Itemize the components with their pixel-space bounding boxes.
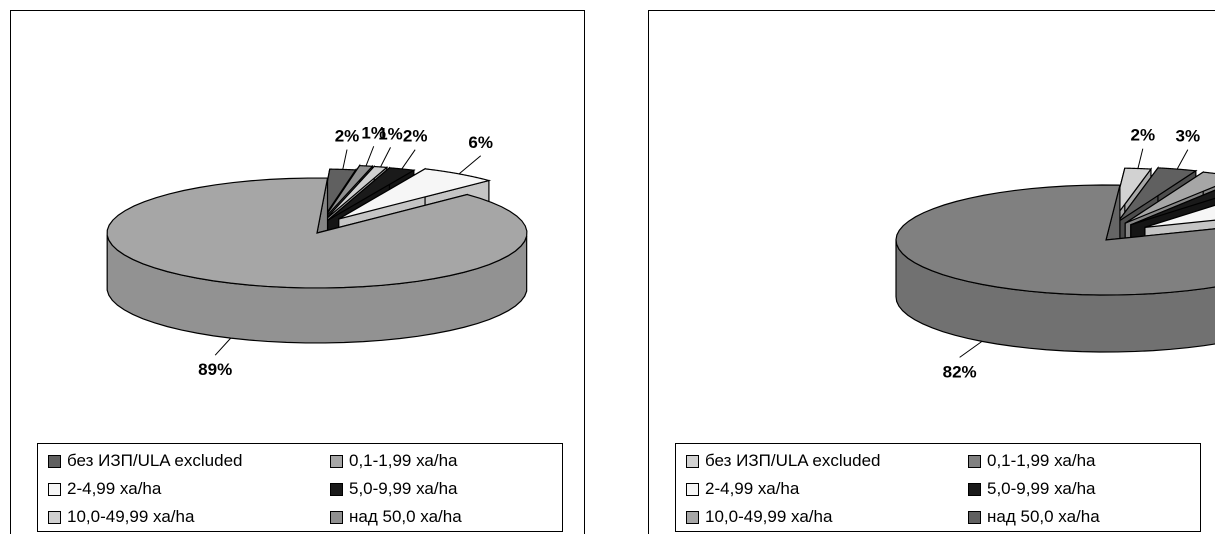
- left-pie-chart: 2%89%6%2%1%1%: [106, 123, 528, 379]
- legend-item: без ИЗП/ULA excluded: [686, 448, 968, 474]
- data-label: 2%: [1131, 126, 1156, 145]
- pie-slice-1: [106, 177, 528, 344]
- legend-label: без ИЗП/ULA excluded: [705, 451, 881, 470]
- legend-swatch: [330, 454, 343, 468]
- legend-item: 0,1-1,99 ха/ha: [968, 448, 1198, 474]
- legend-swatch: [48, 482, 61, 496]
- legend-item: 2-4,99 ха/ha: [48, 476, 330, 502]
- legend-swatch: [330, 510, 343, 524]
- legend-swatch: [48, 454, 61, 468]
- legend-label: 10,0-49,99 ха/ha: [67, 507, 195, 526]
- legend-label: над 50,0 ха/ha: [349, 507, 462, 526]
- legend-item: 5,0-9,99 ха/ha: [968, 476, 1198, 502]
- label-leader-line: [380, 147, 391, 168]
- legend-swatch: [968, 454, 981, 468]
- legend-item: над 50,0 ха/ha: [330, 504, 560, 530]
- pie-slice-top: [1117, 167, 1198, 223]
- label-leader-line: [401, 149, 416, 170]
- label-leader-line: [1137, 148, 1144, 169]
- data-label: 89%: [198, 360, 232, 379]
- legend-swatch: [686, 454, 699, 468]
- label-leader-line: [365, 146, 375, 167]
- legend-label: без ИЗП/ULA excluded: [67, 451, 243, 470]
- data-label: 2%: [335, 127, 360, 146]
- pie-slice-top: [1144, 204, 1215, 228]
- legend-item: 2-4,99 ха/ha: [686, 476, 968, 502]
- pie-slice-top: [338, 168, 492, 220]
- right-chart-panel: 2%82%8%2%3%3% без ИЗП/ULA excluded0,1-1,…: [648, 10, 1215, 534]
- data-label: 6%: [468, 133, 493, 152]
- legend-label: 0,1-1,99 ха/ha: [349, 451, 458, 470]
- right-pie-chart: 2%82%8%2%3%3%: [895, 126, 1215, 381]
- legend-item: 10,0-49,99 ха/ha: [48, 504, 330, 530]
- legend-swatch: [686, 510, 699, 524]
- pie-slice-top: [106, 177, 528, 289]
- label-leader-line: [458, 155, 482, 175]
- data-label: 1%: [361, 123, 386, 142]
- right-chart-legend: без ИЗП/ULA excluded 0,1-1,99 ха/ha 2-4,99…: [675, 443, 1201, 532]
- data-label: 3%: [1176, 127, 1201, 146]
- label-leader-line: [214, 337, 232, 356]
- legend-label: над 50,0 ха/ha: [987, 507, 1100, 526]
- legend-item: 10,0-49,99 ха/ha: [686, 504, 968, 530]
- legend-swatch: [330, 482, 343, 496]
- data-label: 2%: [403, 127, 428, 146]
- legend-label: 0,1-1,99 ха/ha: [987, 451, 1096, 470]
- legend-label: 10,0-49,99 ха/ha: [705, 507, 833, 526]
- legend-label: 2-4,99 ха/ha: [705, 479, 800, 498]
- pie-slice-top: [1110, 167, 1153, 224]
- pie-slice-top: [324, 165, 389, 221]
- pie-slice-top: [895, 184, 1215, 296]
- legend-item: 5,0-9,99 ха/ha: [330, 476, 560, 502]
- legend-swatch: [686, 482, 699, 496]
- data-label: 1%: [378, 124, 403, 143]
- legend-item: над 50,0 ха/ha: [968, 504, 1198, 530]
- legend-swatch: [48, 510, 61, 524]
- label-leader-line: [1176, 149, 1189, 170]
- label-leader-line: [959, 340, 983, 358]
- legend-label: 5,0-9,99 ха/ha: [349, 479, 458, 498]
- legend-item: без ИЗП/ULA excluded: [48, 448, 330, 474]
- left-chart-panel: 2% 89% 6% 2% 1% 1% без ИЗП/ULA excluded 0,1-1,…: [10, 10, 585, 534]
- legend-label: 2-4,99 ха/ha: [67, 479, 162, 498]
- left-chart-legend: без ИЗП/ULA excluded 0,1-1,99 ха/ha 2-4,99…: [37, 443, 563, 532]
- legend-swatch: [968, 482, 981, 496]
- label-leader-line: [342, 149, 348, 170]
- legend-label: 5,0-9,99 ха/ha: [987, 479, 1096, 498]
- data-label: 82%: [943, 362, 977, 381]
- legend-item: 0,1-1,99 ха/ha: [330, 448, 560, 474]
- pie-slice-top: [1124, 171, 1215, 224]
- legend-swatch: [968, 510, 981, 524]
- pie-slice-1: [895, 184, 1215, 353]
